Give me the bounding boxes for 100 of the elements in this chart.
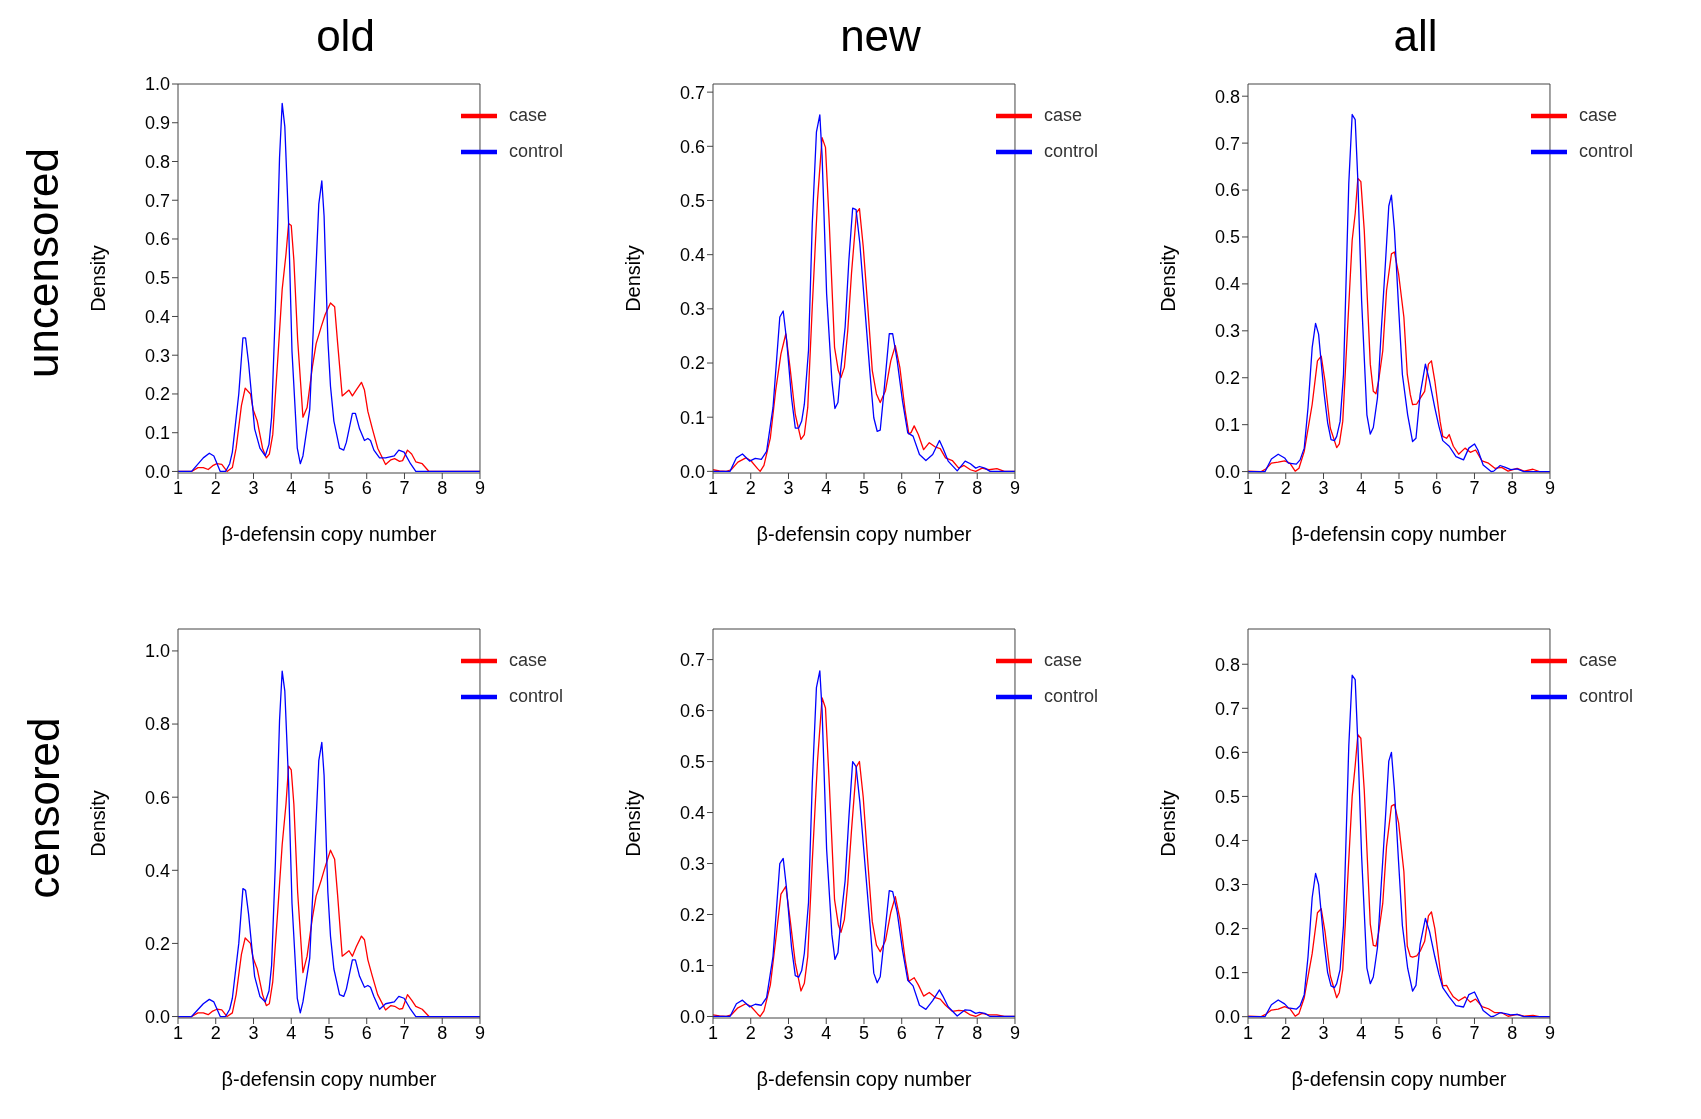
y-tick-label: 0.2 xyxy=(144,384,170,405)
x-tick-label: 3 xyxy=(1318,477,1329,498)
y-tick-label: 0.5 xyxy=(1214,786,1240,807)
x-axis-title: β-defensin copy number xyxy=(756,523,972,545)
chart-title: all xyxy=(1392,10,1439,62)
y-tick-label: 0.6 xyxy=(1214,742,1240,763)
legend-label: case xyxy=(508,649,547,670)
x-tick-label: 7 xyxy=(1469,477,1480,498)
x-tick-label: 8 xyxy=(437,477,448,498)
y-axis-title: Density xyxy=(622,245,645,312)
x-tick-label: 5 xyxy=(1393,477,1404,498)
x-tick-label: 2 xyxy=(1280,477,1291,498)
x-tick-label: 6 xyxy=(1431,477,1442,498)
x-tick-label: 7 xyxy=(399,477,410,498)
legend-label: control xyxy=(1043,140,1098,161)
y-tick-label: 0.6 xyxy=(144,787,170,808)
x-tick-label: 2 xyxy=(1280,1022,1291,1043)
x-tick-label: 9 xyxy=(474,477,485,498)
y-tick-label: 0.2 xyxy=(1214,918,1240,939)
y-tick-label: 0.5 xyxy=(1214,227,1240,248)
x-tick-label: 2 xyxy=(745,477,756,498)
y-tick-label: 0.4 xyxy=(1214,830,1240,851)
y-tick-label: 0.2 xyxy=(144,933,170,954)
x-tick-label: 1 xyxy=(1242,477,1254,498)
y-tick-label: 0.7 xyxy=(1214,698,1240,719)
x-tick-label: 9 xyxy=(474,1022,485,1043)
x-tick-label: 4 xyxy=(1356,1022,1367,1043)
text: censored xyxy=(18,717,68,899)
y-tick-label: 0.0 xyxy=(144,461,170,482)
x-axis-title: β-defensin copy number xyxy=(221,523,437,545)
y-axis-title: Density xyxy=(87,790,110,857)
y-tick-label: 0.6 xyxy=(144,229,170,250)
x-tick-label: 1 xyxy=(172,1022,184,1043)
x-tick-label: 6 xyxy=(361,1022,372,1043)
x-tick-label: 5 xyxy=(323,1022,334,1043)
y-tick-label: 0.5 xyxy=(679,190,705,211)
y-tick-label: 0.4 xyxy=(144,860,170,881)
y-tick-label: 0.1 xyxy=(679,955,705,976)
x-tick-label: 5 xyxy=(858,1022,869,1043)
legend-label: control xyxy=(1578,685,1633,706)
x-tick-label: 9 xyxy=(1009,1022,1020,1043)
y-tick-label: 0.8 xyxy=(1214,654,1240,675)
y-tick-label: 0.8 xyxy=(1214,86,1240,107)
y-tick-label: 0.2 xyxy=(679,904,705,925)
x-tick-label: 6 xyxy=(1431,1022,1442,1043)
y-tick-label: 1.0 xyxy=(144,641,170,662)
x-tick-label: 7 xyxy=(1469,1022,1480,1043)
y-axis-title: Density xyxy=(1157,790,1180,857)
x-tick-label: 6 xyxy=(896,477,907,498)
x-tick-label: 3 xyxy=(783,1022,794,1043)
x-tick-label: 1 xyxy=(707,1022,719,1043)
y-tick-label: 0.7 xyxy=(679,82,705,103)
legend-label: case xyxy=(508,104,547,125)
x-tick-label: 2 xyxy=(210,1022,221,1043)
x-tick-label: 3 xyxy=(248,1022,259,1043)
y-tick-label: 0.7 xyxy=(1214,133,1240,154)
x-tick-label: 7 xyxy=(934,1022,945,1043)
y-tick-label: 0.8 xyxy=(144,714,170,735)
legend-label: case xyxy=(1578,104,1617,125)
x-tick-label: 4 xyxy=(286,477,297,498)
y-tick-label: 0.0 xyxy=(679,1006,705,1027)
x-tick-label: 4 xyxy=(286,1022,297,1043)
x-tick-label: 2 xyxy=(745,1022,756,1043)
text: uncensored xyxy=(18,148,68,378)
y-tick-label: 0.1 xyxy=(1214,415,1240,436)
x-tick-label: 1 xyxy=(707,477,719,498)
x-axis-title: β-defensin copy number xyxy=(756,1068,972,1090)
y-tick-label: 0.1 xyxy=(144,423,170,444)
y-tick-label: 0.7 xyxy=(144,190,170,211)
x-tick-label: 1 xyxy=(1242,1022,1254,1043)
y-tick-label: 0.1 xyxy=(1214,963,1240,984)
x-tick-label: 8 xyxy=(1507,1022,1518,1043)
x-tick-label: 3 xyxy=(1318,1022,1329,1043)
y-tick-label: 0.0 xyxy=(144,1006,170,1027)
x-tick-label: 9 xyxy=(1544,1022,1555,1043)
y-tick-label: 0.3 xyxy=(679,853,705,874)
y-tick-label: 0.5 xyxy=(144,268,170,289)
legend-label: control xyxy=(1043,685,1098,706)
x-axis-title: β-defensin copy number xyxy=(1291,523,1507,545)
x-tick-label: 1 xyxy=(172,477,184,498)
y-tick-label: 0.4 xyxy=(679,245,705,266)
x-tick-label: 9 xyxy=(1544,477,1555,498)
x-tick-label: 8 xyxy=(972,477,983,498)
x-tick-label: 7 xyxy=(934,477,945,498)
legend-label: control xyxy=(1578,140,1633,161)
x-tick-label: 6 xyxy=(361,477,372,498)
x-tick-label: 5 xyxy=(323,477,334,498)
x-tick-label: 4 xyxy=(821,477,832,498)
y-tick-label: 0.8 xyxy=(144,151,170,172)
x-tick-label: 5 xyxy=(858,477,869,498)
legend-label: case xyxy=(1578,649,1617,670)
y-axis-title: Density xyxy=(87,245,110,312)
x-tick-label: 4 xyxy=(821,1022,832,1043)
chart-title: old xyxy=(315,10,376,62)
x-tick-label: 8 xyxy=(972,1022,983,1043)
y-tick-label: 0.3 xyxy=(1214,321,1240,342)
y-tick-label: 0.1 xyxy=(679,407,705,428)
y-tick-label: 0.4 xyxy=(679,802,705,823)
y-tick-label: 0.4 xyxy=(144,306,170,327)
x-tick-label: 2 xyxy=(210,477,221,498)
